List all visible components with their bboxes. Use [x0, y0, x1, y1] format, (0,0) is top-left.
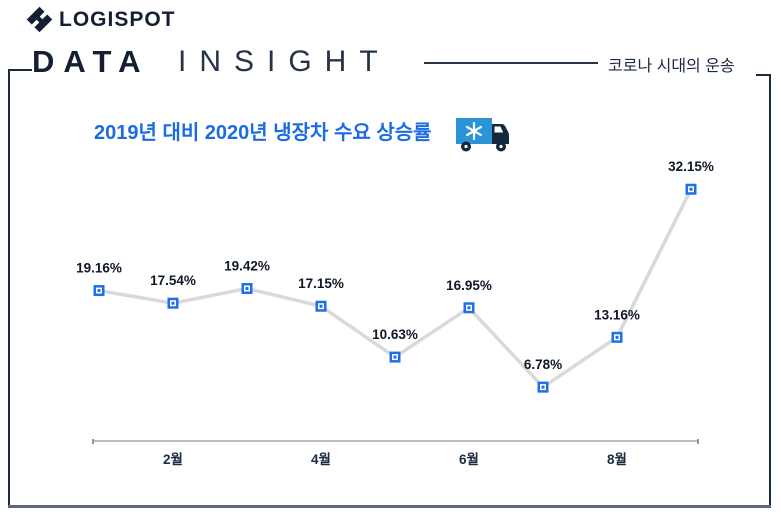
data-point-marker-dot [393, 355, 397, 359]
masthead-tagline: 코로나 시대의 운송 [608, 58, 735, 75]
x-axis-tick-label: 6월 [459, 451, 479, 467]
data-point-marker-dot [467, 306, 471, 310]
data-point-label: 13.16% [594, 307, 640, 322]
data-point-label: 6.78% [524, 357, 562, 372]
masthead-rule [424, 62, 598, 64]
data-point-label: 17.54% [150, 273, 196, 288]
frame-left-border [8, 69, 10, 506]
frame-corner-right [756, 74, 771, 76]
logispot-diamond-icon [26, 6, 53, 33]
data-point-label: 19.16% [76, 261, 122, 276]
data-point-marker-dot [615, 335, 619, 339]
data-point-marker-dot [689, 187, 693, 191]
data-point-label: 16.95% [446, 278, 492, 293]
logispot-logo: LOGISPOT [26, 6, 176, 33]
data-point-label: 32.15% [668, 159, 714, 174]
frame-bottom-border [8, 505, 771, 508]
x-axis-tick-label: 8월 [607, 451, 627, 467]
data-point-marker-dot [541, 385, 545, 389]
frame-corner-left [8, 69, 32, 71]
data-point-label: 10.63% [372, 327, 418, 342]
masthead-title-light: INSIGHT [178, 45, 391, 78]
frame-right-border [769, 74, 771, 506]
data-point-marker-dot [171, 301, 175, 305]
x-axis-tick-label: 4월 [311, 451, 331, 467]
data-point-marker-dot [245, 287, 249, 291]
data-point-label: 17.15% [298, 276, 344, 291]
chart-title: 2019년 대비 2020년 냉장차 수요 상승률 [94, 122, 432, 144]
data-point-label: 19.42% [224, 259, 270, 274]
data-point-marker-dot [97, 289, 101, 293]
x-axis-tick-label: 2월 [163, 451, 183, 467]
refrigerated-truck-icon [456, 118, 509, 152]
masthead-title-bold: DATA [32, 44, 150, 79]
data-point-marker-dot [319, 304, 323, 308]
logo-text: LOGISPOT [59, 7, 176, 31]
